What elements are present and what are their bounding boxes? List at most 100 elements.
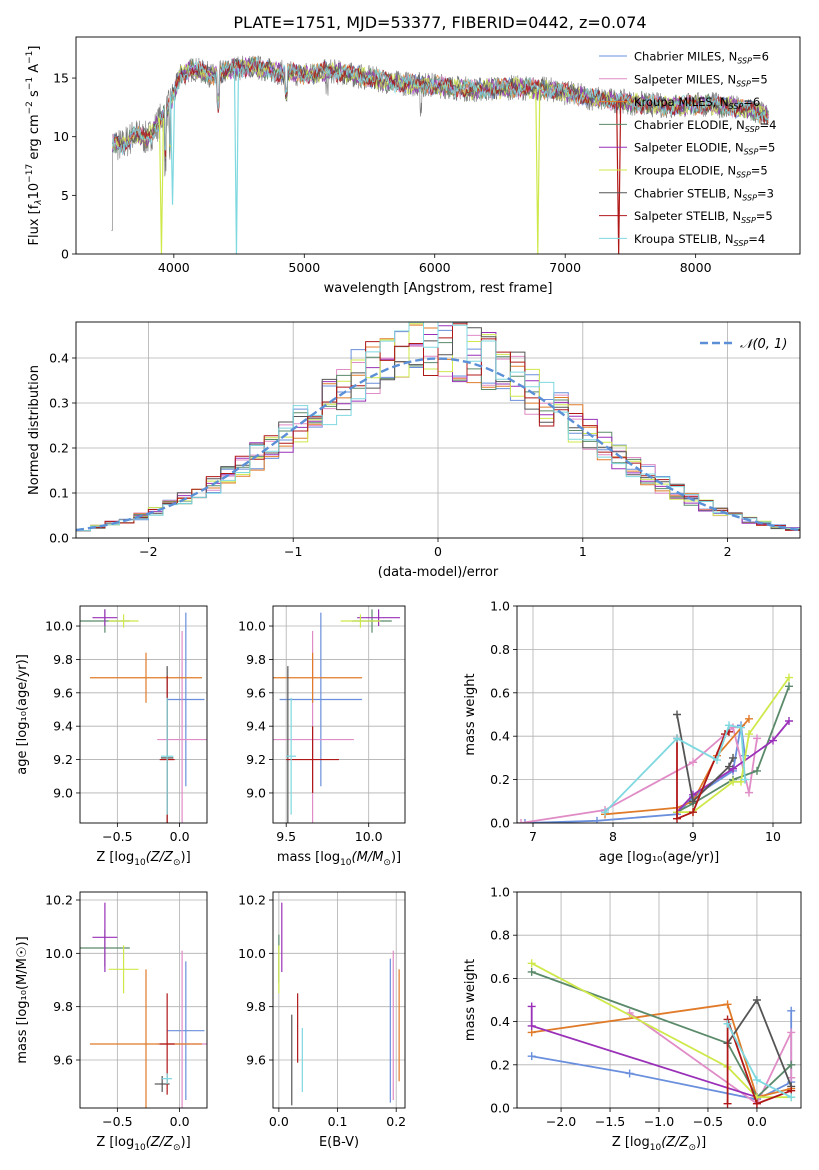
series-marker-kroupa_stelib bbox=[741, 775, 749, 784]
series-marker-kroupa_elodie bbox=[785, 673, 793, 682]
series-marker-salpeter_stelib bbox=[752, 1099, 761, 1108]
y-tick-label: 0.0 bbox=[49, 531, 69, 546]
legend-entry: Salpeter MILES, NSSP=5 bbox=[634, 72, 768, 88]
x-axis-label: Z [log10(Z/Z⊙)] bbox=[96, 850, 190, 868]
legend-entry: 𝒩(0, 1) bbox=[740, 337, 787, 352]
x-tick-label: −0.5 bbox=[693, 1114, 723, 1129]
axes-frame bbox=[79, 891, 208, 1109]
y-tick-label: 0 bbox=[61, 247, 69, 262]
plot-area bbox=[76, 322, 800, 538]
x-tick-label: 0.0 bbox=[269, 1114, 289, 1129]
panel-age_vs_mass: 9.5 10.0 9.0 9.2 9.4 9.6 9.8 10.0 mass [log10(M/… bbox=[238, 605, 406, 868]
y-tick-label: 0.6 bbox=[490, 685, 510, 700]
series-marker-kroupa_stelib bbox=[673, 734, 681, 743]
legend-entry: Chabrier MILES, NSSP=6 bbox=[634, 50, 769, 66]
legend-entry: Salpeter ELODIE, NSSP=5 bbox=[634, 141, 775, 157]
label-part: Z [log bbox=[96, 1135, 134, 1150]
y-tick-label: 0.1 bbox=[49, 486, 69, 501]
legend-name: Kroupa STELIB, N bbox=[634, 232, 734, 246]
legend-entry: Salpeter STELIB, NSSP=5 bbox=[634, 209, 773, 225]
label-sub: 10 bbox=[134, 1143, 146, 1153]
x-axis-label: mass [log10(M/M⊙)] bbox=[277, 850, 401, 868]
y-axis-label: Flux [fλ10−17 erg cm−2 s−1 A−1] bbox=[25, 46, 44, 246]
series-line-salpeter_stelib bbox=[726, 1019, 792, 1105]
legend-n: =6 bbox=[752, 50, 769, 64]
axes-frame bbox=[272, 605, 406, 824]
x-tick-label: 7000 bbox=[549, 260, 581, 275]
label-part: A bbox=[27, 64, 42, 77]
y-tick-label: 9.8 bbox=[53, 652, 73, 667]
label-part: (M/M bbox=[352, 850, 384, 865]
series-marker-chabrier_miles bbox=[787, 1006, 796, 1015]
series-marker-salpeter_miles bbox=[745, 788, 753, 797]
series-marker-chabrier_stelib bbox=[725, 762, 733, 771]
plot-area bbox=[80, 609, 207, 823]
axes-frame bbox=[516, 891, 802, 1109]
label-part: erg cm bbox=[27, 114, 42, 163]
y-tick-label: 0.2 bbox=[49, 441, 69, 456]
gaussian-curve bbox=[76, 357, 800, 532]
series-marker-salpeter_miles bbox=[787, 1028, 796, 1037]
x-tick-label: −1.5 bbox=[595, 1114, 625, 1129]
x-tick-label: −2 bbox=[139, 544, 157, 559]
series-marker-chabrier_stelib bbox=[729, 753, 737, 762]
label-part: 10 bbox=[27, 183, 42, 200]
legend-name: Kroupa MILES, N bbox=[634, 95, 729, 109]
x-tick-label: 1 bbox=[579, 544, 587, 559]
series-marker-salpeter_elodie bbox=[527, 1021, 536, 1030]
y-tick-label: 9.2 bbox=[53, 752, 73, 767]
legend-n: =5 bbox=[751, 72, 768, 86]
y-tick-label: 0.2 bbox=[490, 772, 510, 787]
panel-mass_vs_ebv: 0.0 0.1 0.2 9.6 9.8 10.0 10.2 E(B-V) bbox=[238, 891, 406, 1150]
y-tick-label: 10 bbox=[53, 129, 69, 144]
label-part: )] bbox=[696, 1135, 706, 1150]
legend-n: =5 bbox=[758, 141, 775, 155]
legend-name: Chabrier ELODIE, N bbox=[634, 118, 745, 132]
legend-name: Chabrier STELIB, N bbox=[634, 186, 742, 200]
legend-sub: SSP bbox=[744, 148, 759, 157]
x-tick-label: 7 bbox=[529, 829, 537, 844]
legend-entry: Chabrier ELODIE, NSSP=4 bbox=[634, 118, 776, 134]
y-axis-label: Normed distribution bbox=[27, 365, 42, 495]
panel-mass_weight_vs_Z: −2.0 −1.5 −1.0 −0.5 0.0 0.0 0.2 0.4 0.6 0.8 1.0 Z [… bbox=[463, 885, 802, 1153]
y-tick-label: 0.8 bbox=[490, 642, 510, 657]
series-marker-chabrier_miles bbox=[521, 819, 529, 823]
legend-sub: SSP bbox=[742, 193, 757, 202]
x-tick-label: 10 bbox=[765, 829, 781, 844]
legend: Chabrier MILES, NSSP=6 Salpeter MILES, NS… bbox=[599, 50, 776, 248]
series-marker-kroupa_stelib bbox=[713, 756, 721, 765]
plot-area bbox=[111, 55, 769, 254]
model-dip bbox=[616, 101, 622, 254]
series-marker-chabrier_stelib bbox=[689, 797, 697, 806]
series-marker-chabrier_elodie bbox=[753, 766, 761, 775]
label-part: (Z/Z bbox=[661, 1135, 689, 1150]
series-marker-chabrier_miles bbox=[625, 1069, 634, 1078]
series-marker-chabrier_stelib bbox=[673, 710, 681, 719]
x-tick-label: −2.0 bbox=[546, 1114, 576, 1129]
panel-residuals: −2 −1 0 1 2 0.0 0.1 0.2 0.3 0.4 (data-model)/error… bbox=[27, 321, 801, 580]
label-part: mass [log bbox=[277, 850, 340, 865]
label-part: Z [log bbox=[96, 850, 134, 865]
legend-sub: SSP bbox=[745, 125, 760, 134]
series-marker-kroupa_stelib bbox=[725, 721, 733, 730]
y-tick-label: 9.6 bbox=[53, 1053, 73, 1068]
label-part: (Z/Z bbox=[146, 1135, 174, 1150]
y-tick-label: 10.0 bbox=[45, 946, 73, 961]
series-line-kroupa_elodie bbox=[677, 677, 790, 813]
label-sub: ⊙ bbox=[688, 1143, 696, 1153]
label-part: −2 bbox=[25, 101, 35, 114]
series-marker-kroupa_elodie bbox=[729, 777, 737, 786]
legend-sub: SSP bbox=[729, 102, 744, 111]
legend-entry: Chabrier STELIB, NSSP=3 bbox=[634, 186, 774, 202]
series-line-kroupa_elodie bbox=[531, 962, 792, 1099]
y-tick-label: 5 bbox=[61, 188, 69, 203]
series-marker-kroupa_stelib bbox=[787, 1093, 796, 1102]
legend-name: Salpeter ELODIE, N bbox=[634, 141, 744, 155]
y-tick-label: 9.6 bbox=[246, 1053, 266, 1068]
x-tick-label: 8 bbox=[609, 829, 617, 844]
x-tick-label: −0.5 bbox=[102, 829, 132, 844]
series-marker-kroupa_elodie bbox=[527, 959, 536, 968]
series-line-chabrier_miles bbox=[531, 1010, 793, 1101]
